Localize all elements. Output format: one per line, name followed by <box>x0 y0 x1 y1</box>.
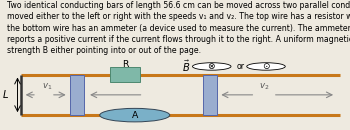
Bar <box>70 75 84 115</box>
Text: Two identical conducting bars of length 56.6 cm can be moved across two parallel: Two identical conducting bars of length … <box>7 1 350 55</box>
Text: $\vec{B}$: $\vec{B}$ <box>182 59 190 74</box>
Text: L: L <box>2 90 8 100</box>
Text: $v_2$: $v_2$ <box>259 82 269 92</box>
Bar <box>110 67 140 82</box>
Text: or: or <box>236 62 244 71</box>
Circle shape <box>193 63 231 70</box>
Circle shape <box>100 108 170 122</box>
Circle shape <box>247 63 285 70</box>
Text: R: R <box>122 60 128 69</box>
Bar <box>203 75 217 115</box>
Text: A: A <box>132 111 138 120</box>
Text: $v_1$: $v_1$ <box>42 82 52 92</box>
Text: $\otimes$: $\otimes$ <box>207 61 216 72</box>
Text: $\odot$: $\odot$ <box>262 61 270 72</box>
